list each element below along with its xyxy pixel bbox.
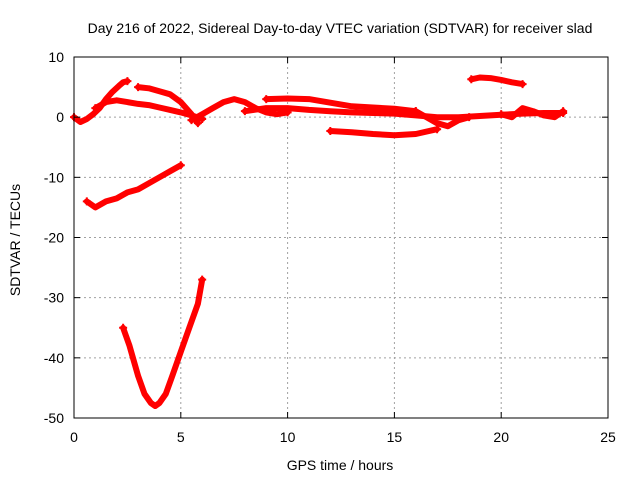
x-tick-label: 15 <box>387 429 403 445</box>
series-arc-7 <box>327 126 441 139</box>
x-tick-label: 20 <box>493 429 509 445</box>
series-end-point <box>326 127 335 136</box>
series-end-point <box>240 107 249 116</box>
series-end-point <box>176 161 185 170</box>
x-axis-label: GPS time / hours <box>287 457 394 473</box>
series-end-point <box>187 116 196 125</box>
series-end-point <box>91 104 100 113</box>
y-axis-label: SDTVAR / TECUs <box>7 184 23 296</box>
data-series <box>70 74 568 409</box>
series-arc-9 <box>468 74 526 88</box>
series-end-point <box>497 110 506 119</box>
series-end-point <box>411 107 420 116</box>
x-tick-label: 5 <box>177 429 185 445</box>
y-tick-label: -20 <box>44 230 64 246</box>
axis-ticks: 0 5 10 15 20 25 10 0 -10 -20 -30 -40 -50 <box>44 49 616 445</box>
y-tick-label: -30 <box>44 290 64 306</box>
chart-title: Day 216 of 2022, Sidereal Day-to-day VTE… <box>88 20 593 36</box>
series-end-point <box>465 113 474 122</box>
x-tick-label: 25 <box>600 429 616 445</box>
series-arc-3 <box>135 84 201 127</box>
series-end-point <box>467 75 476 84</box>
series-end-point <box>123 77 132 86</box>
series-arc-8 <box>412 108 473 130</box>
series-arc-5 <box>263 95 419 115</box>
series-end-point <box>82 197 91 206</box>
series-end-point <box>119 323 128 332</box>
series-arc-12 <box>120 276 206 409</box>
x-tick-label: 10 <box>280 429 296 445</box>
y-tick-label: 10 <box>48 49 64 65</box>
series-arc-4 <box>188 96 291 124</box>
series-end-point <box>262 95 271 104</box>
series-end-point <box>198 275 207 284</box>
y-tick-label: -50 <box>44 410 64 426</box>
series-arc-2 <box>92 97 206 122</box>
x-tick-label: 0 <box>70 429 78 445</box>
series-arc-11 <box>83 162 184 211</box>
series-end-point <box>559 107 568 116</box>
series-end-point <box>134 83 143 92</box>
series-end-point <box>193 119 202 128</box>
y-tick-label: -10 <box>44 169 64 185</box>
y-tick-label: -40 <box>44 350 64 366</box>
series-end-point <box>518 80 527 89</box>
series-arc-10 <box>498 105 567 121</box>
y-tick-label: 0 <box>56 109 64 125</box>
series-end-point <box>433 125 442 134</box>
